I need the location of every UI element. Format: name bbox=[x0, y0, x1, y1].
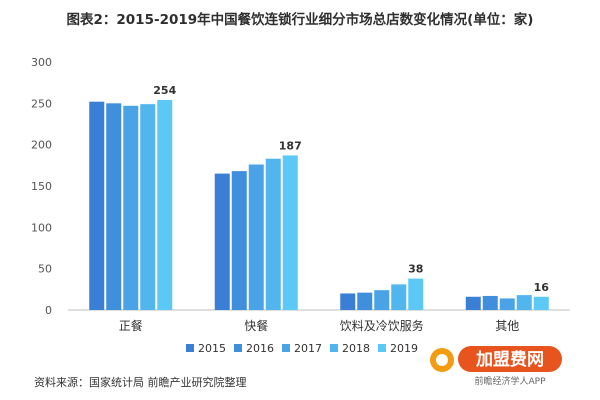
data-label: 254 bbox=[153, 84, 176, 97]
x-category-label: 饮料及冷饮服务 bbox=[340, 318, 424, 333]
category-labels: 正餐 快餐 饮料及冷饮服务 其他 bbox=[119, 318, 520, 333]
y-tick-label: 50 bbox=[38, 263, 52, 276]
y-tick-label: 150 bbox=[31, 180, 52, 193]
legend-label: 2015 bbox=[198, 342, 226, 355]
bar-2018 bbox=[140, 104, 156, 310]
bars-group: 254 187 38 16 bbox=[89, 84, 550, 311]
bar-2019 bbox=[157, 100, 173, 310]
bar-2017 bbox=[248, 164, 264, 310]
bar-2016 bbox=[231, 171, 247, 310]
bar-2019 bbox=[408, 278, 424, 310]
bar-2017 bbox=[499, 298, 515, 310]
y-axis: 0 50 100 150 200 250 300 bbox=[31, 56, 52, 317]
x-category-label: 正餐 bbox=[119, 318, 143, 333]
y-tick-label: 200 bbox=[31, 139, 52, 152]
data-label: 187 bbox=[279, 139, 302, 152]
source-note: 资料来源：国家统计局 前瞻产业研究院整理 bbox=[34, 375, 247, 389]
bar-2019 bbox=[533, 296, 549, 310]
bar-2015 bbox=[340, 293, 356, 310]
x-category-label: 其他 bbox=[495, 319, 519, 333]
legend-label: 2016 bbox=[246, 342, 274, 355]
y-tick-label: 0 bbox=[45, 304, 52, 317]
data-label: 38 bbox=[408, 263, 423, 276]
legend-label: 2018 bbox=[342, 342, 370, 355]
bar-2015 bbox=[214, 173, 230, 310]
legend-swatch bbox=[186, 344, 194, 352]
legend-swatch bbox=[234, 344, 242, 352]
bar-2017 bbox=[374, 290, 390, 310]
legend-swatch bbox=[282, 344, 290, 352]
chart-title: 图表2：2015-2019年中国餐饮连锁行业细分市场总店数变化情况(单位：家) bbox=[67, 11, 534, 28]
bar-2016 bbox=[106, 103, 122, 310]
legend: 2015 2016 2017 2018 2019 bbox=[186, 342, 418, 355]
bar-2016 bbox=[357, 292, 373, 310]
y-tick-label: 300 bbox=[31, 56, 52, 69]
bar-2016 bbox=[482, 295, 498, 310]
logo-text: 加盟费网 bbox=[475, 349, 544, 370]
bar-2015 bbox=[89, 101, 105, 311]
bar-2019 bbox=[282, 155, 298, 310]
legend-label: 2017 bbox=[294, 342, 322, 355]
legend-swatch bbox=[378, 344, 386, 352]
logo-subtext: 前瞻经济学人APP bbox=[474, 375, 546, 387]
data-label: 16 bbox=[534, 281, 550, 294]
bar-2018 bbox=[516, 295, 532, 310]
legend-swatch bbox=[330, 344, 338, 352]
bar-2015 bbox=[465, 296, 481, 310]
bar-2018 bbox=[391, 284, 407, 310]
bar-2017 bbox=[123, 105, 139, 311]
logo-badge bbox=[458, 346, 562, 372]
bar-2018 bbox=[265, 158, 281, 310]
y-tick-label: 250 bbox=[31, 97, 52, 110]
legend-label: 2019 bbox=[390, 342, 418, 355]
brand-logo: 加盟费网 前瞻经济学人APP bbox=[430, 346, 562, 387]
y-tick-label: 100 bbox=[31, 221, 52, 234]
x-category-label: 快餐 bbox=[244, 318, 268, 333]
